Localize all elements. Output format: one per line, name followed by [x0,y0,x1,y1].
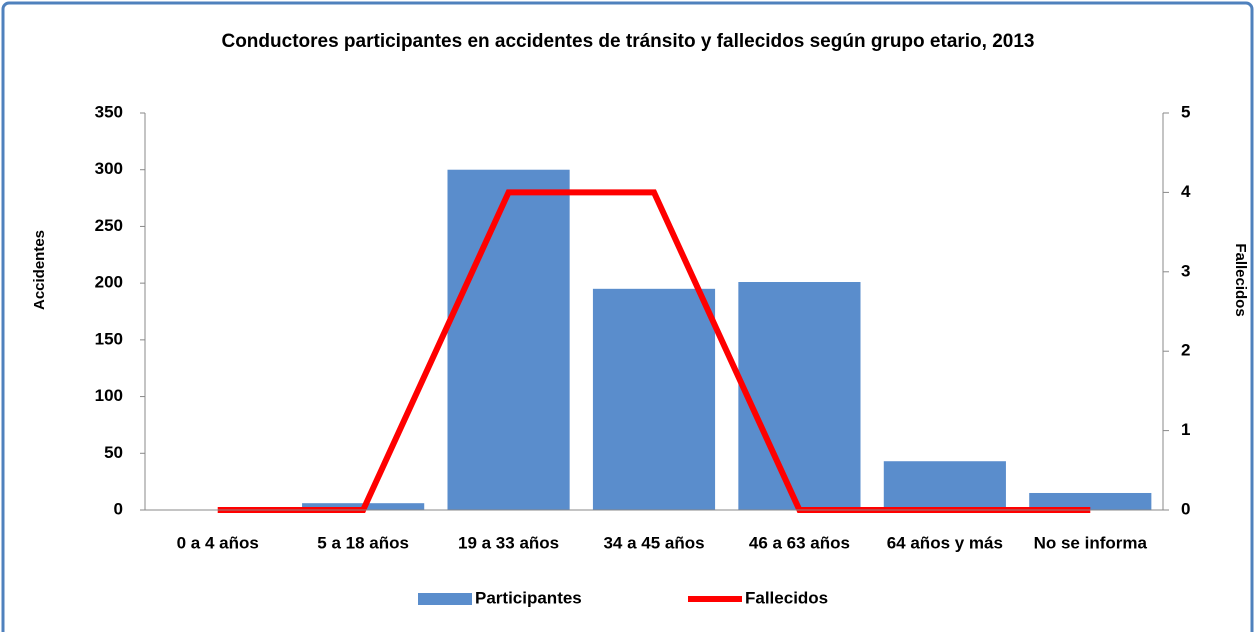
y2-tick-label: 5 [1181,102,1190,121]
x-tick-label: 64 años y más [887,533,1003,552]
legend-swatch [418,593,472,605]
y2-tick-label: 2 [1181,341,1190,360]
y-tick-label: 350 [95,102,123,121]
y2-axis-label: Fallecidos [1232,243,1249,316]
bar [883,461,1006,510]
y-tick-label: 200 [95,273,123,292]
legend-label: Participantes [475,588,582,607]
y-tick-label: 300 [95,159,123,178]
x-tick-label: 0 a 4 años [177,533,259,552]
y-tick-label: 100 [95,386,123,405]
y-tick-label: 150 [95,329,123,348]
y-axis-label: Accidentes [31,230,48,310]
x-tick-label: No se informa [1034,533,1148,552]
y-tick-label: 0 [114,499,123,518]
x-tick-label: 34 a 45 años [603,533,704,552]
x-tick-label: 19 a 33 años [458,533,559,552]
bar [738,282,861,510]
chart-title: Conductores participantes en accidentes … [221,31,1034,52]
legend-label: Fallecidos [745,588,828,607]
bar [1029,492,1152,510]
x-tick-label: 46 a 63 años [749,533,850,552]
y2-tick-label: 0 [1181,499,1190,518]
y2-tick-label: 1 [1181,420,1190,439]
bar [447,169,570,510]
x-tick-label: 5 a 18 años [317,533,409,552]
bar [592,288,716,510]
y-tick-label: 50 [104,443,123,462]
y2-tick-label: 3 [1181,261,1190,280]
y2-tick-label: 4 [1181,182,1191,201]
y-tick-label: 250 [95,216,123,235]
